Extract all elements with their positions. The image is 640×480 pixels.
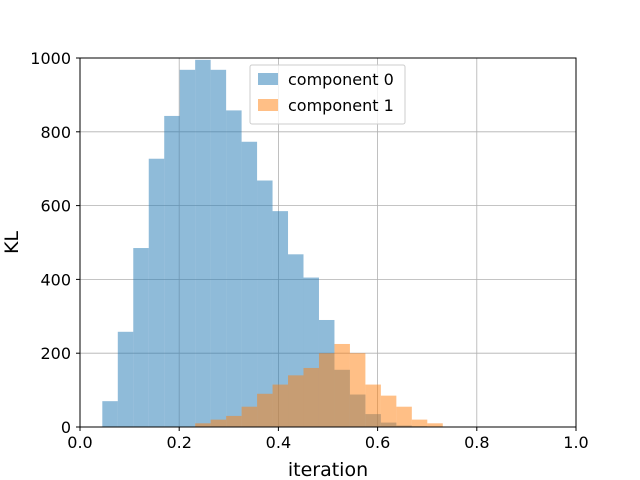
histogram-bar-component-0 <box>164 115 180 428</box>
y-tick-label: 800 <box>40 123 71 142</box>
histogram-bar-component-1 <box>303 367 319 427</box>
histogram-bar-component-1 <box>241 406 258 427</box>
y-tick-label: 600 <box>40 197 71 216</box>
x-tick-label: 0.4 <box>266 433 291 452</box>
legend-swatch-component-0 <box>258 73 278 85</box>
histogram-bar-component-1 <box>427 423 443 427</box>
histogram-bar-component-0 <box>272 211 289 427</box>
histogram-bar-component-0 <box>117 331 134 427</box>
histogram-bar-component-1 <box>210 419 227 427</box>
histogram-bar-component-0 <box>179 69 196 428</box>
histogram-bar-component-0 <box>210 69 227 428</box>
x-tick-label: 0.0 <box>67 433 92 452</box>
x-tick-label: 0.2 <box>166 433 191 452</box>
histogram-bar-component-0 <box>195 59 211 427</box>
plot-area-frame <box>79 57 577 428</box>
x-tick-label: 0.8 <box>464 433 489 452</box>
legend: component 0 component 1 <box>249 64 406 125</box>
histogram-bar-component-0 <box>241 141 258 427</box>
y-tick-label: 200 <box>40 344 71 363</box>
histogram-bar-component-1 <box>349 353 366 427</box>
histogram-bar-component-1 <box>195 423 211 427</box>
histogram-bar-component-1 <box>272 384 289 427</box>
legend-swatch-component-1 <box>258 99 278 111</box>
x-tick-label: 0.6 <box>365 433 390 452</box>
histogram-bar-component-1 <box>318 353 335 427</box>
bars <box>102 59 443 428</box>
histogram-bar-component-1 <box>411 419 428 427</box>
y-tick-label: 1000 <box>30 49 71 68</box>
legend-label-component-0: component 0 <box>288 70 394 89</box>
histogram-bar-component-0 <box>133 248 149 427</box>
x-tick-label: 1.0 <box>563 433 588 452</box>
histogram-bar-component-1 <box>226 415 242 427</box>
legend-box <box>249 64 406 125</box>
y-axis-label: KL <box>1 231 23 254</box>
legend-label-component-1: component 1 <box>288 96 394 115</box>
histogram-bar-component-1 <box>334 343 350 427</box>
y-tick-label: 400 <box>40 270 71 289</box>
ticks: 0.0 0.2 0.4 0.6 0.8 1.0 0 200 400 600 800 1000 <box>30 49 588 452</box>
histogram-bar-component-0 <box>257 180 273 427</box>
histogram-bar-component-1 <box>257 393 273 427</box>
histogram-bar-component-0 <box>148 158 165 427</box>
histogram-bar-component-1 <box>365 384 381 427</box>
histogram-bar-component-1 <box>288 375 304 427</box>
histogram-bar-component-1 <box>380 395 397 427</box>
histogram-bar-component-1 <box>396 406 412 427</box>
histogram-bar-component-0 <box>102 401 118 427</box>
y-tick-label: 0 <box>61 418 71 437</box>
histogram-bar-component-0 <box>226 110 242 427</box>
x-axis-label: iteration <box>288 459 368 480</box>
